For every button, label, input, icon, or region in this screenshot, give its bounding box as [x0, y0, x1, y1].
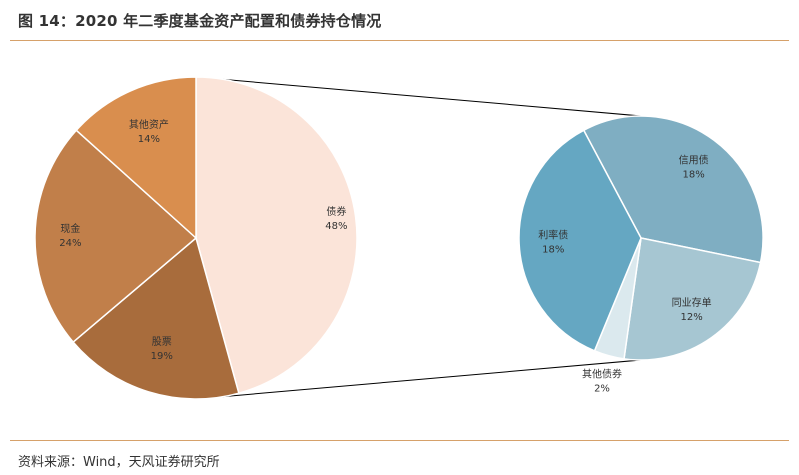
main-pie-slice-0	[195, 76, 358, 395]
sub-slice-value-3: 18%	[542, 244, 564, 255]
main-slice-value-0: 48%	[325, 221, 347, 232]
main-pie-slice-1	[72, 236, 240, 400]
main-slice-label-1: 股票	[152, 336, 172, 348]
bond-breakdown-pie: 信用债 18% 同业存单 12% 其他债券 2% 利率债 18%	[518, 115, 764, 395]
sub-pie-slice-3	[518, 129, 642, 352]
main-pie-slice-2	[34, 129, 198, 344]
source-note: 资料来源：Wind，天风证券研究所	[18, 455, 220, 470]
source-divider	[10, 440, 789, 441]
sub-slice-label-3: 利率债	[538, 228, 568, 241]
sub-slice-value-1: 12%	[680, 312, 702, 323]
sub-slice-value-2: 2%	[594, 384, 610, 395]
title-divider	[10, 40, 789, 41]
main-slice-label-2: 现金	[60, 222, 80, 235]
sub-slice-label-0: 信用债	[679, 154, 709, 167]
main-pie-slice-3	[75, 76, 197, 240]
chart-title: 图 14：2020 年二季度基金资产配置和债券持仓情况	[18, 12, 382, 30]
sub-pie-slice-1	[623, 237, 762, 361]
main-pie: 债券 48% 股票 19% 现金 24% 其他资产 14%	[34, 76, 358, 400]
sub-slice-value-0: 18%	[682, 170, 704, 181]
main-slice-value-2: 24%	[59, 238, 81, 249]
sub-slice-label-1: 同业存单	[672, 296, 712, 309]
sub-slice-label-2: 其他债券	[582, 368, 622, 381]
connector-line-top	[195, 76, 642, 117]
sub-pie-slice-0	[582, 115, 764, 264]
main-slice-value-3: 14%	[138, 134, 160, 145]
connector-line-bottom	[195, 359, 642, 400]
connector-lines	[195, 76, 642, 400]
main-slice-value-1: 19%	[151, 351, 173, 362]
main-slice-label-3: 其他资产	[129, 118, 169, 131]
main-slice-label-0: 债券	[326, 205, 346, 218]
